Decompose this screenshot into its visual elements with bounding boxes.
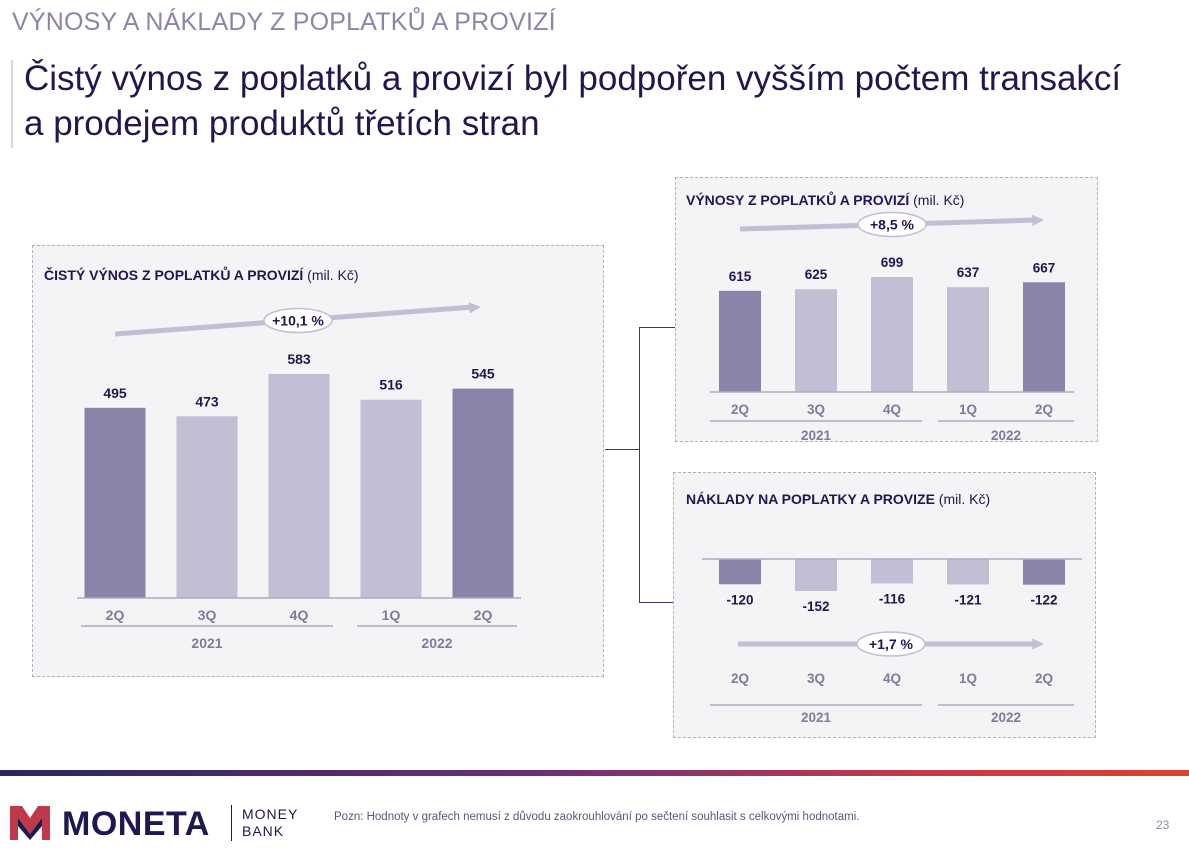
brand-sub-line-2: BANK — [242, 823, 285, 839]
bar — [795, 289, 837, 392]
fee-costs-panel: NÁKLADY NA POPLATKY A PROVIZE (mil. Kč) … — [673, 472, 1096, 738]
bar — [719, 290, 761, 392]
category-label: 1Q — [959, 671, 977, 686]
net-income-panel: ČISTÝ VÝNOS Z POPLATKŮ A PROVIZÍ (mil. K… — [32, 245, 604, 677]
data-label: 637 — [957, 265, 980, 280]
data-label: 667 — [1033, 260, 1056, 275]
bar — [84, 407, 146, 598]
bar — [871, 559, 913, 584]
category-label: 2Q — [1035, 402, 1053, 417]
year-group-label: 2022 — [991, 710, 1021, 725]
footer-gradient-line — [0, 770, 1189, 776]
fee-costs-title-unit: (mil. Kč) — [934, 491, 991, 507]
bar — [719, 559, 761, 585]
fee-income-title-bold: VÝNOSY Z POPLATKŮ A PROVIZÍ — [686, 192, 910, 208]
category-label: 2Q — [731, 671, 749, 686]
data-label: 495 — [103, 385, 127, 401]
page-number: 23 — [1156, 818, 1170, 832]
category-label: 3Q — [198, 607, 217, 623]
category-label: 2Q — [474, 607, 493, 623]
connector-vertical — [639, 327, 640, 603]
data-label: 615 — [729, 269, 752, 284]
net-income-title: ČISTÝ VÝNOS Z POPLATKŮ A PROVIZÍ (mil. K… — [44, 267, 359, 283]
data-label: -120 — [726, 592, 753, 607]
bar — [176, 416, 238, 598]
bar — [1023, 282, 1065, 392]
fee-costs-chart: -120 2Q -152 3Q -116 4Q -121 1Q -122 2Q 2021 2022 +1… — [702, 558, 1082, 725]
bar — [1023, 559, 1065, 585]
fee-income-title: VÝNOSY Z POPLATKŮ A PROVIZÍ (mil. Kč) — [686, 192, 964, 208]
brand-name: MONETA — [62, 805, 210, 843]
net-growth-badge — [263, 307, 333, 334]
data-label: 545 — [471, 366, 495, 382]
net-growth-label: +10,1 % — [272, 313, 324, 329]
year-group-label: 2022 — [421, 635, 452, 651]
data-label: 473 — [195, 393, 219, 409]
costs-growth-badge — [856, 631, 926, 657]
data-label: -121 — [954, 592, 982, 607]
category-label: 4Q — [883, 402, 901, 417]
data-label: 583 — [287, 351, 311, 367]
category-label: 4Q — [883, 671, 901, 686]
moneta-logo-icon — [10, 806, 50, 840]
fee-costs-title-bold: NÁKLADY NA POPLATKY A PROVIZE — [686, 491, 935, 507]
brand-subtitle: MONEY BANK — [242, 806, 298, 840]
net-income-chart: 495 2Q 473 3Q 583 4Q 516 1Q 545 2Q 2021 2022 +10,1 % — [77, 302, 521, 651]
fee-costs-title: NÁKLADY NA POPLATKY A PROVIZE (mil. Kč) — [686, 491, 990, 507]
bar — [795, 559, 837, 591]
brand-separator — [231, 805, 232, 841]
income-growth-label: +8,5 % — [870, 217, 915, 233]
bar — [947, 287, 989, 392]
connector-horizontal-left — [605, 449, 639, 450]
year-group-label: 2022 — [991, 428, 1021, 443]
title-accent-bar — [11, 60, 13, 148]
fee-income-panel: VÝNOSY Z POPLATKŮ A PROVIZÍ (mil. Kč) 61… — [675, 177, 1098, 443]
bar — [871, 277, 913, 392]
category-label: 3Q — [807, 671, 825, 686]
income-growth-badge — [857, 211, 927, 238]
connector-horizontal-top — [639, 327, 675, 328]
fee-income-title-unit: (mil. Kč) — [909, 192, 965, 208]
section-kicker: VÝNOSY A NÁKLADY Z POPLATKŮ A PROVIZÍ — [12, 8, 556, 36]
net-arrow-head — [468, 302, 481, 314]
connector-horizontal-bottom — [639, 602, 673, 603]
data-label: 699 — [881, 255, 904, 270]
bar — [452, 388, 514, 598]
bar — [360, 399, 422, 598]
data-label: 625 — [805, 267, 828, 282]
data-label: -122 — [1030, 593, 1057, 608]
bar — [947, 559, 989, 585]
footnote: Pozn: Hodnoty v grafech nemusí z důvodu … — [334, 811, 860, 823]
year-group-label: 2021 — [801, 428, 832, 443]
category-label: 1Q — [959, 402, 977, 417]
year-group-label: 2021 — [191, 635, 222, 651]
page-title: Čistý výnos z poplatků a provizí byl pod… — [24, 56, 1184, 146]
data-label: -152 — [802, 599, 829, 614]
title-line-2: a prodejem produktů třetích stran — [24, 104, 540, 143]
data-label: 516 — [379, 377, 403, 393]
bar — [268, 374, 330, 598]
net-income-title-bold: ČISTÝ VÝNOS Z POPLATKŮ A PROVIZÍ — [44, 267, 304, 283]
brand-sub-line-1: MONEY — [242, 806, 299, 822]
title-line-1: Čistý výnos z poplatků a provizí byl pod… — [24, 59, 1122, 98]
net-income-title-unit: (mil. Kč) — [303, 267, 359, 283]
category-label: 2Q — [106, 607, 125, 623]
data-label: -116 — [879, 591, 906, 606]
category-label: 3Q — [807, 402, 825, 417]
income-arrow-head — [1032, 214, 1044, 226]
fee-income-chart: 615 2Q 625 3Q 699 4Q 637 1Q 667 2Q 2021 2022 +8,5 % — [710, 211, 1074, 443]
year-group-label: 2021 — [801, 710, 832, 725]
category-label: 4Q — [290, 607, 309, 623]
category-label: 2Q — [1035, 671, 1053, 686]
costs-arrow-head — [1032, 638, 1044, 650]
costs-growth-label: +1,7 % — [869, 636, 914, 652]
category-label: 2Q — [731, 402, 749, 417]
category-label: 1Q — [382, 607, 401, 623]
